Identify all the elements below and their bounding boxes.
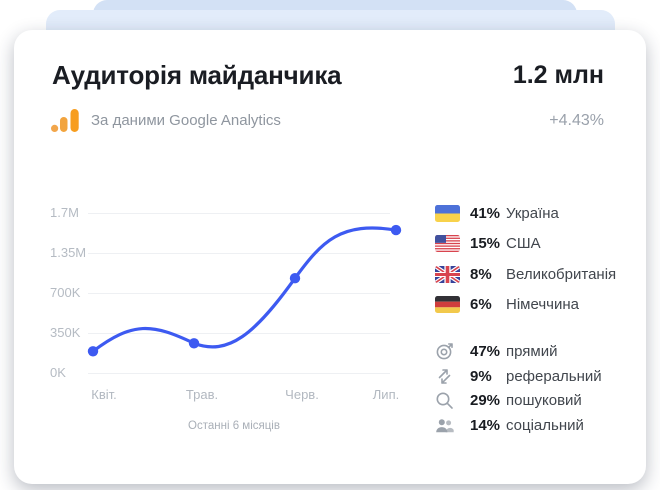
y-axis-tick: 0K xyxy=(50,365,66,380)
source-percent: 47% xyxy=(470,342,501,360)
source-row: 14% соціальний xyxy=(435,413,602,438)
country-row: 41% Україна xyxy=(435,198,616,229)
source-row: 47% прямий xyxy=(435,339,602,364)
source-name: соціальний xyxy=(506,417,584,435)
audience-total: 1.2 млн xyxy=(512,61,604,89)
data-point xyxy=(390,224,402,236)
source-percent: 9% xyxy=(470,367,492,385)
source-name: реферальний xyxy=(506,367,602,385)
country-breakdown-list: 41% Україна 15% США xyxy=(435,198,616,320)
y-axis-tick: 700K xyxy=(50,285,81,300)
country-row: 15% США xyxy=(435,229,616,260)
card-title: Аудиторія майданчика xyxy=(52,60,342,90)
country-percent: 8% xyxy=(470,265,492,283)
search-icon xyxy=(435,391,457,410)
traffic-source-list: 47% прямий 9% реферальний xyxy=(435,339,602,438)
referral-arrows-icon xyxy=(435,367,457,386)
y-axis-tick: 1.7M xyxy=(50,205,79,220)
y-axis-tick: 350K xyxy=(50,325,81,340)
gridline xyxy=(88,373,390,374)
data-source-label: За даними Google Analytics xyxy=(91,111,281,129)
google-analytics-icon xyxy=(51,108,81,132)
source-row: 29% пошуковий xyxy=(435,389,602,414)
chart-caption: Останні 6 місяців xyxy=(188,420,280,432)
source-percent: 29% xyxy=(470,392,501,410)
source-name: пошуковий xyxy=(506,392,582,410)
data-point xyxy=(188,338,200,349)
usa-flag-icon xyxy=(435,235,460,253)
ukraine-flag-icon xyxy=(435,204,460,222)
country-row: 8% Великобританія xyxy=(435,259,616,290)
source-name: прямий xyxy=(506,342,558,360)
country-percent: 41% xyxy=(470,204,501,222)
x-axis-tick: Трав. xyxy=(185,387,219,402)
germany-flag-icon xyxy=(435,296,460,314)
audience-card: Аудиторія майданчика 1.2 млн За даними G… xyxy=(14,30,646,484)
x-axis-tick: Квіт. xyxy=(91,387,117,402)
country-name: Україна xyxy=(506,204,559,222)
growth-delta: +4.43% xyxy=(549,112,604,129)
uk-flag-icon xyxy=(435,265,460,283)
country-name: Німеччина xyxy=(506,296,579,314)
data-source-row: За даними Google Analytics xyxy=(51,108,281,132)
source-row: 9% реферальний xyxy=(435,364,602,389)
direct-target-icon xyxy=(435,342,457,361)
gridline xyxy=(88,333,390,334)
y-axis-tick: 1.35M xyxy=(50,245,87,260)
data-point xyxy=(87,346,99,357)
gridline xyxy=(88,253,390,254)
country-name: США xyxy=(506,235,541,253)
gridline xyxy=(88,293,390,294)
country-percent: 6% xyxy=(470,296,492,314)
country-name: Великобританія xyxy=(506,265,617,283)
x-axis-tick: Черв. xyxy=(285,387,319,402)
x-axis-tick: Лип. xyxy=(372,387,400,402)
country-row: 6% Німеччина xyxy=(435,290,616,321)
people-icon xyxy=(435,416,457,435)
country-percent: 15% xyxy=(470,235,501,253)
gridline xyxy=(88,213,390,214)
data-point xyxy=(289,273,301,284)
source-percent: 14% xyxy=(470,417,501,435)
